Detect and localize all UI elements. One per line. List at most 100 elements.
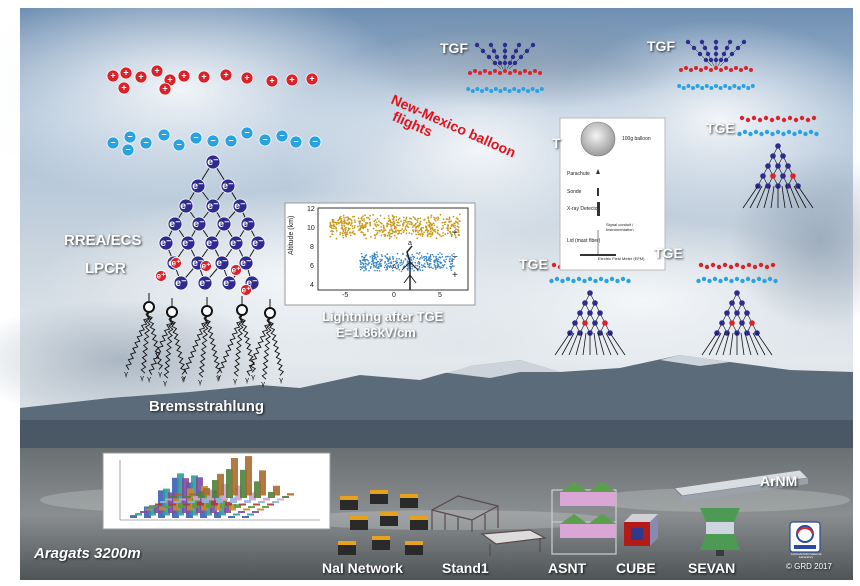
positive-charge: + (265, 74, 279, 88)
svg-text:γ: γ (261, 380, 265, 388)
balloon-item-sonde: Sonde (567, 189, 582, 195)
balloon-item-xray: X-ray Detector (567, 206, 600, 212)
electron: e⁻ (167, 216, 183, 232)
svg-text:e⁻: e⁻ (218, 218, 230, 230)
photon-vertex (143, 301, 155, 313)
stand1-label: Stand1 (442, 560, 489, 576)
electron: e⁻ (158, 235, 174, 251)
negative-charge: − (172, 138, 186, 152)
lightning-field: E=1.86kV/cm (336, 325, 416, 340)
electron: e⁻ (204, 235, 220, 251)
stand1-building (431, 495, 547, 556)
svg-text:e⁻: e⁻ (223, 277, 235, 289)
balloon-panel (559, 117, 666, 271)
svg-text:e⁻: e⁻ (234, 200, 246, 212)
tgf-label-left: TGF (440, 40, 468, 56)
positron: e⁺ (240, 284, 252, 296)
svg-text:e⁻: e⁻ (252, 237, 264, 249)
svg-text:+: + (162, 84, 167, 94)
svg-text:e⁻: e⁻ (199, 277, 211, 289)
positron: e⁺ (200, 260, 212, 272)
svg-text:e⁻: e⁻ (182, 237, 194, 249)
tgf-label-right: TGF (647, 38, 675, 54)
lightning-annot-a: a (408, 240, 412, 247)
lower-scatter-layer (359, 251, 456, 273)
lightning-xtick-0: 0 (392, 292, 396, 299)
positron: e⁺ (155, 270, 167, 282)
aanl-logo (789, 521, 821, 553)
svg-text:e⁻: e⁻ (160, 237, 172, 249)
svg-text:e⁻: e⁻ (230, 237, 242, 249)
svg-text:+: + (201, 72, 206, 82)
nai-detectors (338, 490, 428, 555)
positive-charge: + (150, 64, 164, 78)
lightning-ytick-10: 10 (307, 225, 315, 232)
arnm-label: ArNM (760, 473, 798, 489)
tge-label-mid-left: TGE (519, 256, 548, 272)
svg-text:+: + (289, 75, 294, 85)
svg-text:e⁻: e⁻ (169, 218, 181, 230)
negative-charge: − (106, 136, 120, 150)
electron: e⁻ (191, 216, 207, 232)
negative-charge: − (189, 131, 203, 145)
svg-text:e⁻: e⁻ (216, 257, 228, 269)
balloon-item-efm: Electric Field Meter (EFM) (598, 256, 645, 261)
svg-text:e⁻: e⁻ (246, 277, 258, 289)
svg-text:e⁻: e⁻ (175, 277, 187, 289)
svg-text:γ: γ (147, 375, 151, 383)
asnt-detector (551, 482, 617, 555)
svg-text:−: − (279, 131, 284, 141)
svg-text:−: − (210, 136, 215, 146)
lightning-xtick-5: 5 (438, 292, 442, 299)
svg-text:γ: γ (158, 370, 162, 378)
site-label: Aragats 3200m (34, 545, 141, 562)
svg-text:e⁺: e⁺ (232, 265, 241, 274)
svg-text:γ: γ (245, 376, 249, 384)
svg-text:e⁻: e⁻ (242, 218, 254, 230)
svg-text:−: − (262, 135, 267, 145)
positive-charge: + (285, 73, 299, 87)
svg-text:−: − (161, 130, 166, 140)
svg-text:+: + (181, 71, 186, 81)
electron: e⁻ (173, 275, 189, 291)
positive-charge: + (197, 70, 211, 84)
balloon-item-lid: Lid (mast fiber) (567, 238, 601, 244)
negative-charge: − (275, 129, 289, 143)
electron: e⁻ (221, 275, 237, 291)
svg-text:e⁻: e⁻ (192, 257, 204, 269)
tgf-cascade (677, 39, 755, 90)
negative-charge: − (157, 128, 171, 142)
svg-text:+: + (309, 74, 314, 84)
svg-text:e⁻: e⁻ (207, 156, 219, 168)
negative-charge: − (289, 135, 303, 149)
electron: e⁻ (190, 178, 206, 194)
positive-charge: + (134, 70, 148, 84)
cube-detector (624, 514, 658, 546)
gamma-rays: γ γ γγ γ γγ γ γγ γ γγ γ γ (124, 311, 285, 388)
lightning-ytick-12: 12 (307, 206, 315, 213)
nai-network-label: NaI Network (322, 560, 403, 576)
lpcr-label: LPCR (85, 260, 126, 277)
ground-instruments (338, 469, 821, 556)
sevan-detector (700, 508, 740, 556)
negative-charge: − (258, 133, 272, 147)
tge-cascade (737, 115, 819, 209)
positive-charge: + (119, 66, 133, 80)
positron: e⁺ (170, 257, 182, 269)
cube-label: CUBE (616, 560, 656, 576)
electron: e⁻ (232, 198, 248, 214)
rrea-label: RREA/ECS (64, 232, 142, 249)
lightning-ytick-8: 8 (310, 244, 314, 251)
electron: e⁻ (240, 216, 256, 232)
svg-text:+: + (138, 72, 143, 82)
electron: e⁻ (238, 255, 254, 271)
electron: e⁻ (228, 235, 244, 251)
svg-text:γ: γ (279, 376, 283, 384)
negative-charge: − (308, 135, 322, 149)
positive-charge: + (106, 69, 120, 83)
svg-text:γ: γ (198, 378, 202, 386)
lightning-ylabel: Altitude (km) (288, 215, 295, 255)
svg-text:−: − (125, 145, 130, 155)
positive-charge: + (305, 72, 319, 86)
